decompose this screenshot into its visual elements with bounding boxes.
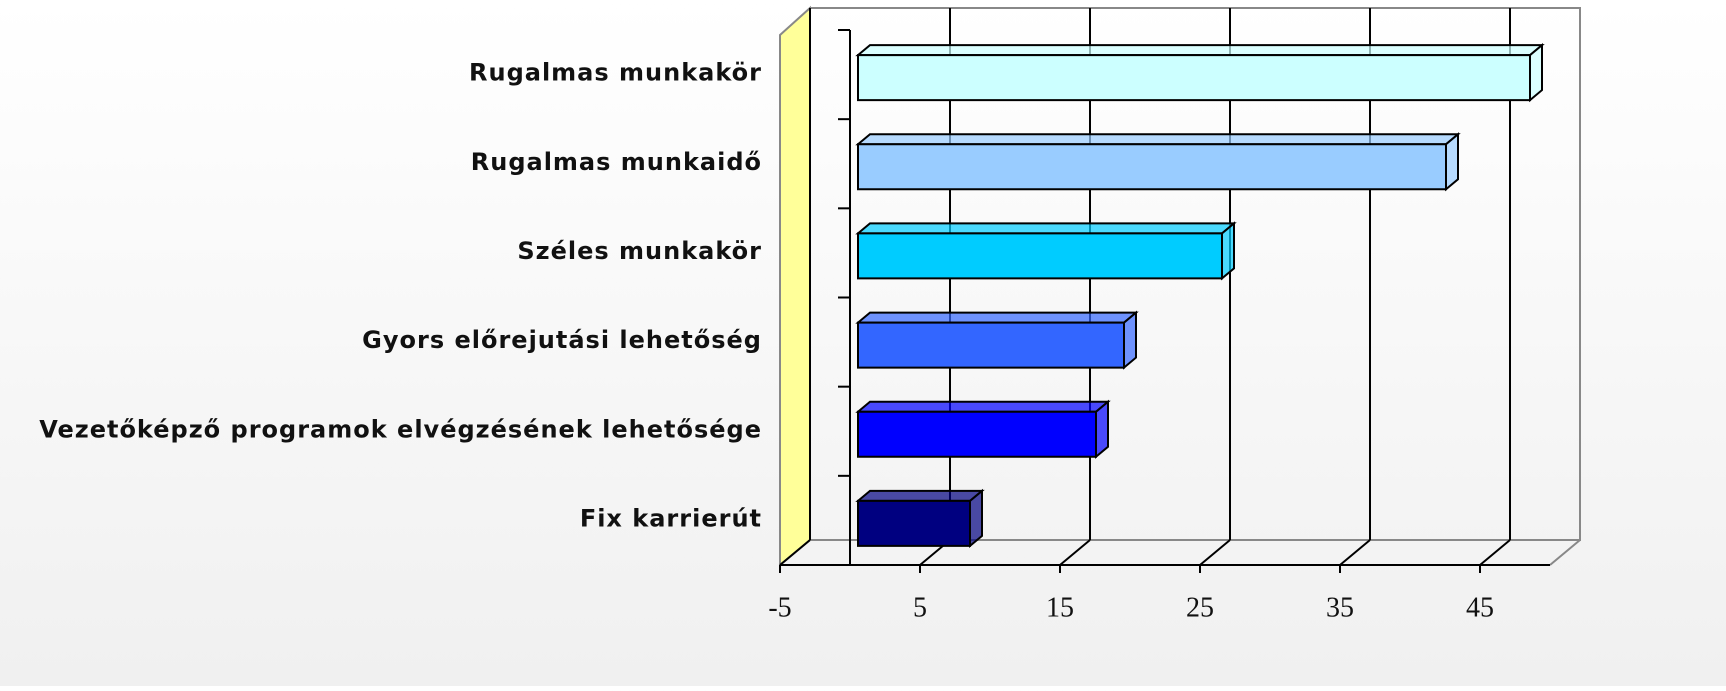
category-label: Gyors előrejutási lehetőség xyxy=(362,326,762,354)
bar-front xyxy=(857,410,1097,458)
x-tick-label: -5 xyxy=(768,592,791,623)
x-tick-label: 15 xyxy=(1046,592,1074,623)
x-tick-label: 5 xyxy=(913,592,927,623)
category-label: Rugalmas munkakör xyxy=(469,59,762,87)
bar-side xyxy=(969,488,983,549)
bar-side xyxy=(1123,310,1137,370)
bar xyxy=(855,132,1461,192)
floor-line xyxy=(1199,539,1231,566)
bar xyxy=(855,488,985,549)
bar-front xyxy=(857,54,1531,102)
bar-top xyxy=(855,133,1461,146)
bar xyxy=(855,221,1237,281)
bar-top xyxy=(855,489,985,502)
bar-side xyxy=(1095,399,1109,459)
bar-front xyxy=(857,232,1223,280)
bar xyxy=(855,399,1111,459)
floor-line xyxy=(1479,539,1511,566)
floor-line xyxy=(1059,539,1091,566)
bar-front xyxy=(857,499,971,547)
bar-side xyxy=(1529,42,1543,103)
floor-right xyxy=(1549,539,1581,566)
category-label: Vezetőképző programok elvégzésének lehet… xyxy=(39,415,762,443)
bar-top xyxy=(855,44,1545,57)
floor-line xyxy=(1339,539,1371,566)
bar xyxy=(855,42,1545,103)
bar-front xyxy=(857,143,1447,191)
bar xyxy=(855,310,1139,370)
category-label: Rugalmas munkaidő xyxy=(471,148,762,176)
floor-line xyxy=(779,539,811,566)
bar-top xyxy=(855,311,1139,324)
x-tick-label: 25 xyxy=(1186,592,1214,623)
x-tick-label: 35 xyxy=(1326,592,1354,623)
bar-front xyxy=(857,321,1125,369)
side-wall xyxy=(779,5,811,568)
bar-top xyxy=(855,400,1111,413)
category-label: Fix karrierút xyxy=(580,504,762,532)
category-label: Széles munkakör xyxy=(517,237,762,265)
bar-side xyxy=(1445,132,1459,192)
bar-top xyxy=(855,222,1237,235)
x-tick-label: 45 xyxy=(1466,592,1494,623)
bar-side xyxy=(1221,221,1235,281)
